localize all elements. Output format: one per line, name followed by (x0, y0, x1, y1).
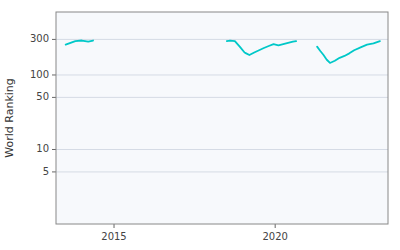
tick-mark (114, 224, 115, 228)
y-axis-label: World Ranking (3, 78, 16, 158)
y-tick-label: 100 (30, 69, 49, 80)
tick-mark (52, 171, 56, 172)
grid-line (56, 74, 388, 75)
plot-frame (56, 12, 388, 224)
tick-mark (275, 224, 276, 228)
y-tick-label: 5 (43, 166, 49, 177)
y-tick-label: 50 (36, 91, 49, 102)
grid-line (56, 171, 388, 172)
y-tick-label: 300 (30, 33, 49, 44)
chart-container: 5 10 50 100 300 2015 2020 World Ranking (0, 0, 400, 250)
series-line (66, 41, 380, 63)
plot-area (66, 41, 380, 63)
tick-mark (52, 39, 56, 40)
grid-line (56, 97, 388, 98)
tick-mark (52, 149, 56, 150)
tick-mark (52, 74, 56, 75)
grid-line (56, 149, 388, 150)
grid-line (56, 39, 388, 40)
y-tick-label: 10 (36, 143, 49, 154)
chart: 5 10 50 100 300 2015 2020 World Ranking (0, 0, 400, 250)
x-tick-label: 2020 (262, 231, 287, 242)
plot-background (56, 12, 388, 224)
tick-mark (52, 97, 56, 98)
x-tick-label: 2015 (101, 231, 126, 242)
